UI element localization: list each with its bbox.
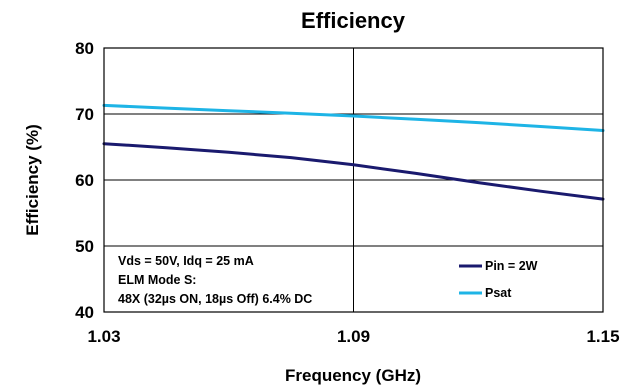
legend: Pin = 2W Psat xyxy=(459,259,538,300)
series-line-pin xyxy=(102,142,605,201)
chart-title: Efficiency xyxy=(301,8,406,33)
y-tick-label: 80 xyxy=(75,39,94,58)
y-tick-label: 70 xyxy=(75,105,94,124)
x-tick-label: 1.09 xyxy=(337,327,370,346)
plot-area-border xyxy=(103,47,604,313)
series-lines xyxy=(102,103,605,201)
x-tick-label: 1.15 xyxy=(586,327,619,346)
x-tick-label: 1.03 xyxy=(87,327,120,346)
y-tick-label: 60 xyxy=(75,171,94,190)
legend-label-pin: Pin = 2W xyxy=(485,259,538,273)
grid-lines xyxy=(104,48,603,312)
y-tick-label: 40 xyxy=(75,303,94,322)
x-axis-label: Frequency (GHz) xyxy=(285,366,421,385)
legend-label-psat: Psat xyxy=(485,286,512,300)
y-tick-label: 50 xyxy=(75,237,94,256)
annotation-line-2: ELM Mode S: xyxy=(118,273,196,287)
annotation-line-1: Vds = 50V, Idq = 25 mA xyxy=(118,254,254,268)
series-line-psat xyxy=(102,103,605,132)
annotation-line-3: 48X (32µs ON, 18µs Off) 6.4% DC xyxy=(118,292,312,306)
tick-labels: 40 50 60 70 80 1.03 1.09 1.15 xyxy=(75,39,619,346)
annotation-box: Vds = 50V, Idq = 25 mA ELM Mode S: 48X (… xyxy=(118,254,312,306)
y-axis-label: Efficiency (%) xyxy=(23,124,42,235)
